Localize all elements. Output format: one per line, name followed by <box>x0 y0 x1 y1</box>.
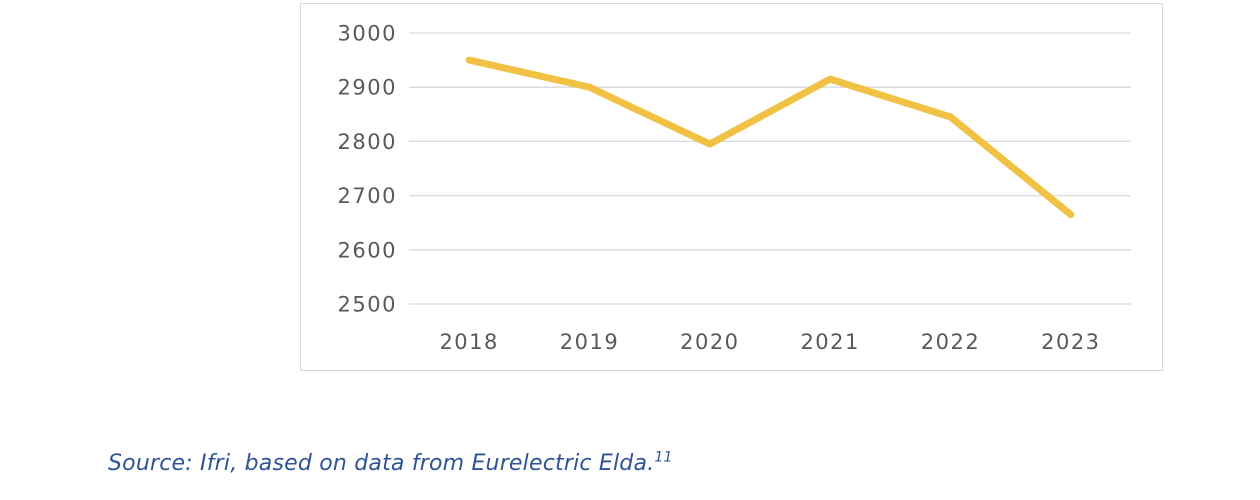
y-axis-tick-label: 2700 <box>338 184 397 208</box>
electricity-consumption-line <box>465 56 1075 219</box>
y-axis-tick-label: 2600 <box>338 238 397 262</box>
y-axis-tick-label: 3000 <box>338 22 397 46</box>
y-axis-tick-label: 2500 <box>338 293 397 317</box>
x-axis-tick-label: 2021 <box>800 330 859 354</box>
chart-canvas: 2500 2600 2700 2800 2900 3000 2018 2019 2020 2021… <box>338 22 1131 354</box>
x-axis-tick-label: 2022 <box>921 330 980 354</box>
x-axis-tick-label: 2020 <box>680 330 739 354</box>
x-axis-tick-label: 2018 <box>439 330 498 354</box>
source-note: Source: Ifri, based on data from Eurelec… <box>108 450 673 478</box>
line-chart-frame: 2500 2600 2700 2800 2900 3000 2018 2019 2020 2021… <box>300 3 1163 371</box>
source-note-text: Source: Ifri, based on data from Eurelec… <box>108 451 655 476</box>
x-axis-tick-label: 2023 <box>1041 330 1100 354</box>
source-note-footnote-ref: 11 <box>654 449 673 466</box>
y-axis-tick-label: 2900 <box>338 76 397 100</box>
x-axis-tick-label: 2019 <box>560 330 619 354</box>
y-axis-tick-label: 2800 <box>338 130 397 154</box>
